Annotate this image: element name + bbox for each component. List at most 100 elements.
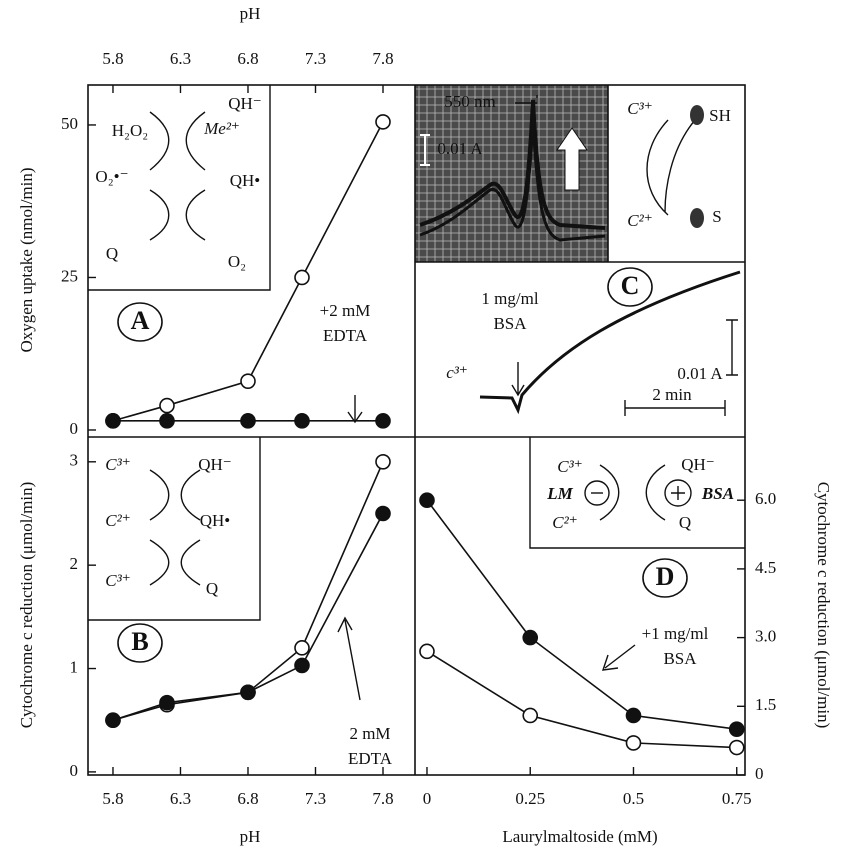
data-point (375, 413, 391, 429)
scheme-box (608, 85, 745, 262)
scheme-box (88, 85, 271, 291)
scheme-arrow (149, 469, 201, 586)
y-tick-label: 3 (70, 451, 79, 470)
x-axis-label: pH (240, 4, 261, 23)
panel-c-text: 0.01 A (437, 139, 483, 158)
plus-icon (671, 486, 685, 500)
x-tick-label: 6.3 (170, 49, 191, 68)
data-point (728, 739, 745, 756)
x-axis-label: Laurylmaltoside (mM) (502, 827, 657, 846)
panel-label: A (131, 306, 150, 335)
data-point (419, 492, 435, 509)
data-point (240, 413, 256, 429)
panel-badge (117, 302, 163, 342)
x-tick-label: 5.8 (102, 789, 123, 808)
y-tick-label: 3.0 (755, 627, 776, 646)
panel-c-text: 550 nm (444, 92, 495, 111)
data-point (625, 735, 642, 751)
spectrum-trace (419, 99, 606, 230)
panel-c-text: 0.01 A (677, 364, 723, 383)
protein-icon (690, 208, 704, 228)
data-point (294, 269, 310, 286)
series-line (426, 499, 737, 730)
x-tick-label: 6.3 (170, 789, 191, 808)
panel-c-text: C²⁺ (627, 211, 652, 230)
x-tick-label: 0.75 (722, 789, 752, 808)
protein-icon (690, 105, 704, 125)
data-point (294, 413, 310, 429)
x-tick-label: 7.8 (372, 789, 393, 808)
data-point (105, 413, 121, 429)
annotation: Q (206, 579, 218, 598)
annotation: Me²⁺ (203, 119, 240, 138)
x-tick-label: 0 (423, 789, 432, 808)
data-point (240, 684, 256, 701)
annotation: BSA (663, 649, 697, 668)
x-axis-label: pH (240, 827, 261, 846)
y-axis-label: Cytochrome c reduction (μmol/min) (814, 482, 833, 729)
data-point (294, 640, 310, 656)
panel-badge (642, 558, 688, 598)
annotation: C³⁺ (105, 571, 130, 590)
data-point (522, 707, 539, 724)
y-axis-label: Oxygen uptake (nmol/min) (17, 167, 36, 352)
data-point (294, 657, 310, 674)
scheme-arrow (149, 111, 206, 241)
annotation: C²⁺ (105, 511, 130, 530)
arrow (347, 395, 363, 424)
y-tick-label: 2 (70, 554, 79, 573)
data-point (419, 643, 435, 660)
annotation: C³⁺ (105, 455, 130, 474)
annotation: 2 mM (349, 724, 390, 743)
y-tick-label: 0 (755, 764, 764, 783)
y-tick-label: 6.0 (755, 489, 776, 508)
annotation: +1 mg/ml (642, 624, 709, 643)
x-tick-label: 6.8 (237, 789, 258, 808)
x-tick-label: 0.25 (515, 789, 545, 808)
annotation: QH• (200, 511, 231, 530)
data-point (728, 721, 745, 738)
panel-c-text: C³⁺ (627, 99, 652, 118)
data-point (105, 712, 121, 729)
annotation: O₂•⁻ (95, 167, 128, 186)
x-tick-label: 7.8 (372, 49, 393, 68)
panel-c-text: BSA (493, 314, 527, 333)
panel-divider (88, 85, 745, 775)
data-point (375, 505, 391, 522)
annotation: QH⁻ (228, 94, 262, 113)
annotation: C²⁺ (552, 513, 577, 532)
x-tick-label: 5.8 (102, 49, 123, 68)
y-tick-label: 0 (70, 419, 79, 438)
y-axis-label: Cytochrome c reduction (μmol/min) (17, 482, 36, 729)
plus-icon (664, 479, 692, 507)
y-tick-label: 1.5 (755, 695, 776, 714)
arrow (511, 362, 525, 397)
scale-bar (624, 319, 738, 416)
panel-label: D (656, 562, 675, 591)
minus-icon (584, 480, 610, 506)
panel-c-text: SH (709, 106, 731, 125)
panel-badge (607, 267, 653, 307)
scheme-arrow (599, 464, 666, 521)
x-tick-label: 6.8 (237, 49, 258, 68)
annotation: +2 mM (320, 301, 371, 320)
panel-c-text: c³⁺ (446, 363, 468, 382)
data-point (159, 694, 175, 711)
annotation: O₂ (228, 252, 246, 271)
y-tick-label: 1 (70, 657, 79, 676)
x-tick-label: 7.3 (305, 49, 326, 68)
annotation: C³⁺ (557, 457, 582, 476)
annotation: QH⁻ (681, 455, 715, 474)
y-tick-label: 25 (61, 266, 78, 285)
y-tick-label: 4.5 (755, 558, 776, 577)
data-point (375, 454, 391, 470)
x-tick-label: 0.5 (623, 789, 644, 808)
up-arrow (556, 127, 588, 191)
spectrum-trace (419, 119, 606, 242)
annotation: QH⁻ (198, 455, 232, 474)
peak-arrow (515, 95, 538, 104)
data-point (375, 114, 391, 130)
y-tick-label: 0 (70, 761, 79, 780)
